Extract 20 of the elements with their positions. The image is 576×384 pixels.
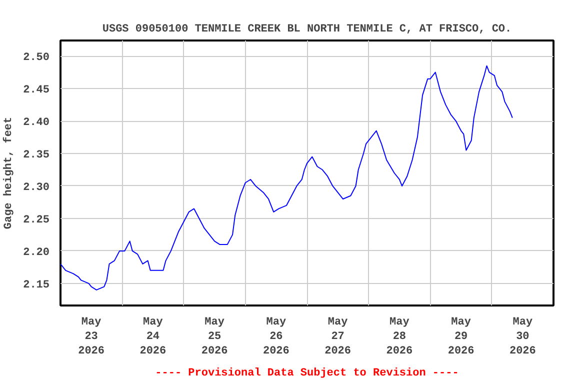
y-tick-label: 2.40 (23, 117, 50, 130)
y-tick-label: 2.20 (23, 246, 50, 259)
y-axis-title: Gage height, feet (2, 116, 16, 230)
line-series (60, 65, 513, 290)
x-tick-label: May 28 2026 (386, 316, 413, 358)
x-tick-label: May 26 2026 (262, 316, 290, 358)
y-tick-label: 2.15 (23, 279, 50, 292)
y-tick-label: 2.45 (23, 84, 50, 97)
x-tick-label: May 30 2026 (509, 316, 536, 358)
y-tick-label: 2.30 (23, 182, 50, 194)
x-tick-label: May 27 2026 (324, 316, 352, 358)
x-tick-label: May 23 2026 (78, 316, 105, 358)
y-tick-label: 2.35 (23, 150, 50, 162)
x-tick-label: May 25 2026 (201, 316, 228, 358)
y-tick-label: 2.25 (23, 214, 50, 226)
y-tick-label: 2.50 (23, 52, 50, 64)
text: ---- Provisional Data Subject to Revision ---- (155, 368, 459, 380)
x-tick-label: May 24 2026 (140, 316, 166, 358)
chart-title: USGS 09050100 TENMILE CREEK BL NORTH TENMILE C, AT FRISCO, CO. (102, 24, 512, 36)
x-tick-label: May 29 2026 (448, 316, 474, 358)
